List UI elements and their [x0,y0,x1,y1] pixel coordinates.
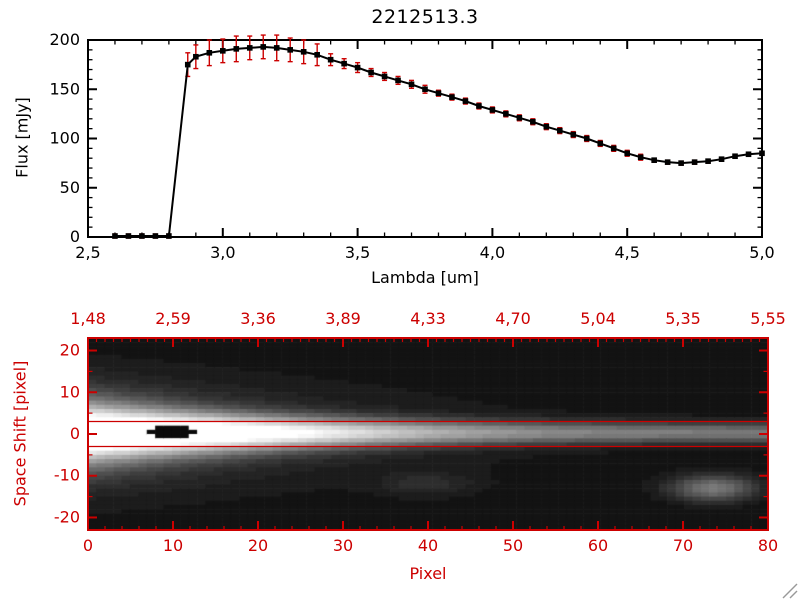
svg-text:10: 10 [163,536,183,555]
window-resize-grip[interactable] [781,583,799,599]
error-bars [112,34,765,239]
svg-text:2,5: 2,5 [75,243,100,262]
svg-text:3,89: 3,89 [325,309,361,328]
svg-text:200: 200 [49,30,80,49]
svg-text:10: 10 [60,382,80,401]
top-axis-wavelength-labels: 1,48 2,59 3,36 3,89 4,33 4,70 5,04 5,35 5,55 [70,309,786,328]
svg-text:30: 30 [333,536,353,555]
svg-text:150: 150 [49,79,80,98]
svg-text:20: 20 [60,341,80,360]
svg-text:20: 20 [248,536,268,555]
svg-text:4,5: 4,5 [614,243,639,262]
spectral-image-axes: 0 10 20 30 40 50 60 70 80 -20 -10 0 10 20 1,48 2,59 3,36… [54,309,786,555]
svg-text:5,04: 5,04 [580,309,616,328]
spectrum-line [115,45,763,237]
svg-text:3,5: 3,5 [345,243,370,262]
svg-text:3,36: 3,36 [240,309,276,328]
svg-text:5,35: 5,35 [665,309,701,328]
svg-text:1,48: 1,48 [70,309,106,328]
svg-text:4,70: 4,70 [495,309,531,328]
pixel-axis-label: Pixel [409,564,447,583]
lambda-axis-label: Lambda [um] [371,268,479,287]
spectrum-plot: 2,5 3,0 3,5 4,0 4,5 5,0 0 50 100 150 200 [49,30,774,262]
svg-text:0: 0 [70,227,80,246]
svg-text:0: 0 [83,536,93,555]
svg-text:4,0: 4,0 [480,243,505,262]
svg-text:-10: -10 [54,466,80,485]
spectral-image-canvas [88,338,768,530]
spectrum-markers [112,44,765,239]
svg-text:100: 100 [49,129,80,148]
svg-text:4,33: 4,33 [410,309,446,328]
svg-text:5,0: 5,0 [749,243,774,262]
svg-text:50: 50 [503,536,523,555]
svg-text:0: 0 [70,424,80,443]
svg-text:40: 40 [418,536,438,555]
aperture-lines [88,420,768,448]
svg-text:-20: -20 [54,507,80,526]
svg-text:50: 50 [60,178,80,197]
chart-title: 2212513.3 [371,6,479,28]
svg-text:3,0: 3,0 [210,243,235,262]
svg-text:70: 70 [673,536,693,555]
svg-text:2,59: 2,59 [155,309,191,328]
svg-text:80: 80 [758,536,778,555]
svg-text:5,55: 5,55 [750,309,786,328]
svg-text:60: 60 [588,536,608,555]
